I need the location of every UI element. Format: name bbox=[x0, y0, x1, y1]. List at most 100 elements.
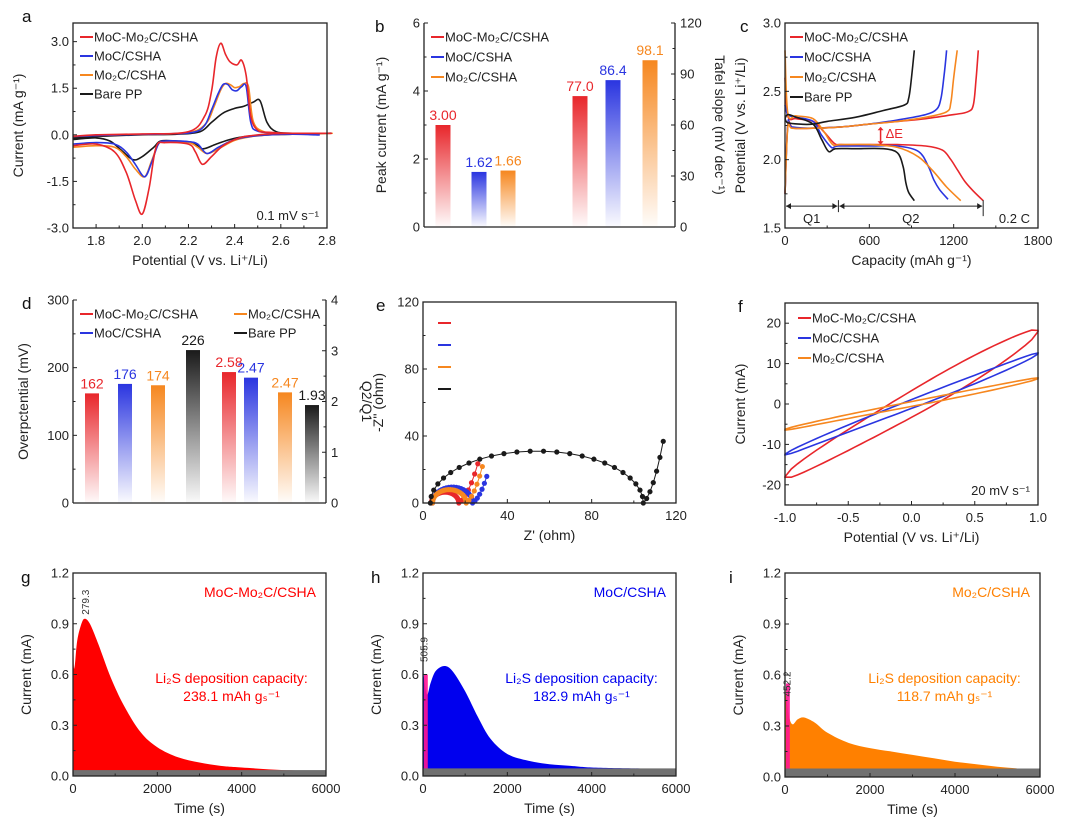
x-tick-label: 2000 bbox=[493, 781, 522, 796]
panel-label: i bbox=[729, 568, 733, 587]
deposition-area bbox=[73, 573, 326, 776]
nyquist-point-black bbox=[501, 451, 507, 457]
y-axis-label: Overpctential (mV) bbox=[15, 343, 31, 460]
nyquist-point-black bbox=[554, 449, 560, 455]
y-right-tick-label: 3 bbox=[331, 343, 338, 358]
y-tick-label: 0 bbox=[413, 220, 420, 235]
panel-i-deposition-chart: i 0 2000 4000 6000 0.0 0.3 0.6 0.9 1.2 Time (s) Cur… bbox=[729, 566, 1054, 818]
bar-left-0 bbox=[435, 125, 451, 227]
bar-right-2 bbox=[642, 60, 658, 228]
y-axis-label: -Z'' (ohm) bbox=[370, 373, 386, 432]
y-tick-label: 1.5 bbox=[51, 81, 69, 96]
deposition-area bbox=[423, 615, 676, 776]
legend-label: Bare PP bbox=[804, 90, 852, 105]
capacity-label-line1: Li₂S deposition capacity: bbox=[505, 670, 658, 686]
q2-label: Q2 bbox=[902, 211, 919, 226]
y-tick-label: 200 bbox=[47, 360, 69, 375]
y-tick-label: 1.2 bbox=[51, 566, 69, 581]
x-tick-label: 6000 bbox=[662, 781, 691, 796]
y-right-axis-label: Q2/Q1 bbox=[359, 381, 375, 422]
bar-value-label: 1.66 bbox=[494, 153, 521, 169]
initial-spike-region bbox=[786, 683, 790, 777]
y-right-tick-label: 90 bbox=[680, 67, 694, 82]
y-tick-label: -1.5 bbox=[47, 174, 69, 189]
nyquist-point-black bbox=[657, 454, 663, 460]
y-tick-label: 0.6 bbox=[51, 667, 69, 682]
x-tick-label: 6000 bbox=[312, 781, 341, 796]
bar-left-1 bbox=[118, 383, 132, 503]
legend-label: Bare PP bbox=[248, 326, 296, 341]
y-tick-label: 40 bbox=[405, 429, 419, 444]
x-tick-label: 2000 bbox=[143, 781, 172, 796]
nyquist-point-black bbox=[440, 475, 447, 481]
y-right-axis-label: Tafel slope (mV dec⁻¹) bbox=[712, 55, 728, 195]
y-axis-label: Current (mA) bbox=[732, 364, 748, 445]
nyquist-point-black bbox=[514, 449, 520, 455]
nyquist-point-blue bbox=[479, 486, 485, 492]
x-tick-label: 0.0 bbox=[902, 510, 920, 525]
cv-loop-orange bbox=[784, 377, 1039, 432]
y-tick-label: 0 bbox=[62, 496, 69, 511]
y-tick-label: 1.5 bbox=[763, 221, 781, 236]
x-axis-label: Time (s) bbox=[887, 801, 938, 817]
cv-loop-blue bbox=[784, 352, 1039, 456]
baseline-region bbox=[423, 768, 676, 776]
peak-time-label: 505.9 bbox=[419, 637, 430, 662]
y-tick-label: 0.3 bbox=[51, 718, 69, 733]
bar-left-2 bbox=[500, 170, 516, 227]
nyquist-point-black bbox=[647, 489, 653, 495]
y-tick-label: -3.0 bbox=[47, 221, 69, 236]
x-tick-label: 600 bbox=[858, 233, 880, 248]
x-axis-label: Potential (V vs. Li⁺/Li) bbox=[844, 529, 980, 545]
charge-curve-black bbox=[784, 50, 916, 126]
sample-name-label: MoC/CSHA bbox=[594, 584, 667, 600]
nyquist-point-black bbox=[637, 487, 643, 493]
x-tick-label: 80 bbox=[584, 508, 598, 523]
bar-value-label: 3.00 bbox=[429, 107, 456, 123]
nyquist-point-black bbox=[488, 453, 495, 459]
bar-value-label: 174 bbox=[146, 367, 170, 383]
y-tick-label: 6 bbox=[413, 16, 420, 31]
y-right-tick-label: 2 bbox=[331, 394, 338, 409]
bar-right-0 bbox=[222, 372, 236, 503]
y-tick-label: 0.0 bbox=[51, 127, 69, 142]
y-axis-label: Current (mA) bbox=[730, 635, 746, 716]
baseline-region bbox=[73, 770, 326, 776]
x-tick-label: 2.6 bbox=[272, 233, 290, 248]
panel-label: a bbox=[22, 7, 32, 26]
bar-value-label: 226 bbox=[181, 332, 205, 348]
legend-label: Mo₂C/CSHA bbox=[248, 307, 321, 322]
capacity-label-line2: 182.9 mAh gₛ⁻¹ bbox=[533, 688, 630, 704]
peak-time-label: 452.2 bbox=[783, 671, 794, 696]
y-tick-label: 0.3 bbox=[763, 719, 781, 734]
bar-value-label: 98.1 bbox=[636, 42, 663, 58]
baseline-region bbox=[785, 768, 1040, 777]
x-tick-label: 1800 bbox=[1024, 233, 1053, 248]
capacity-label-line1: Li₂S deposition capacity: bbox=[868, 670, 1021, 686]
nyquist-point-black bbox=[466, 460, 472, 466]
x-tick-label: 4000 bbox=[941, 782, 970, 797]
y-tick-label: 120 bbox=[397, 295, 419, 310]
legend-label: MoC-Mo₂C/CSHA bbox=[94, 307, 198, 322]
legend-label: Bare PP bbox=[94, 87, 142, 102]
nyquist-point-orange bbox=[466, 497, 472, 503]
bar-right-1 bbox=[605, 80, 621, 228]
y-tick-label: 0.0 bbox=[763, 770, 781, 785]
x-tick-label: 1.0 bbox=[1029, 510, 1047, 525]
nyquist-point-orange bbox=[471, 488, 477, 494]
nyquist-point-orange bbox=[474, 481, 480, 487]
y-tick-label: 1.2 bbox=[401, 566, 419, 581]
bar-right-1 bbox=[244, 377, 258, 503]
nyquist-point-black bbox=[477, 456, 483, 462]
x-axis-label: Time (s) bbox=[174, 800, 225, 816]
panel-g-deposition-chart: g 0 2000 4000 6000 0.0 0.3 0.6 0.9 1.2 Time (s) Cur… bbox=[18, 566, 340, 817]
y-tick-label: 0.3 bbox=[401, 718, 419, 733]
panel-label: c bbox=[740, 17, 749, 36]
x-tick-label: 120 bbox=[665, 508, 687, 523]
y-axis-label: Current (mA) bbox=[18, 634, 34, 715]
y-tick-label: 2 bbox=[413, 152, 420, 167]
nyquist-point-orange bbox=[477, 473, 483, 479]
panel-label: b bbox=[375, 17, 384, 36]
bar-value-label: 2.47 bbox=[271, 374, 298, 390]
